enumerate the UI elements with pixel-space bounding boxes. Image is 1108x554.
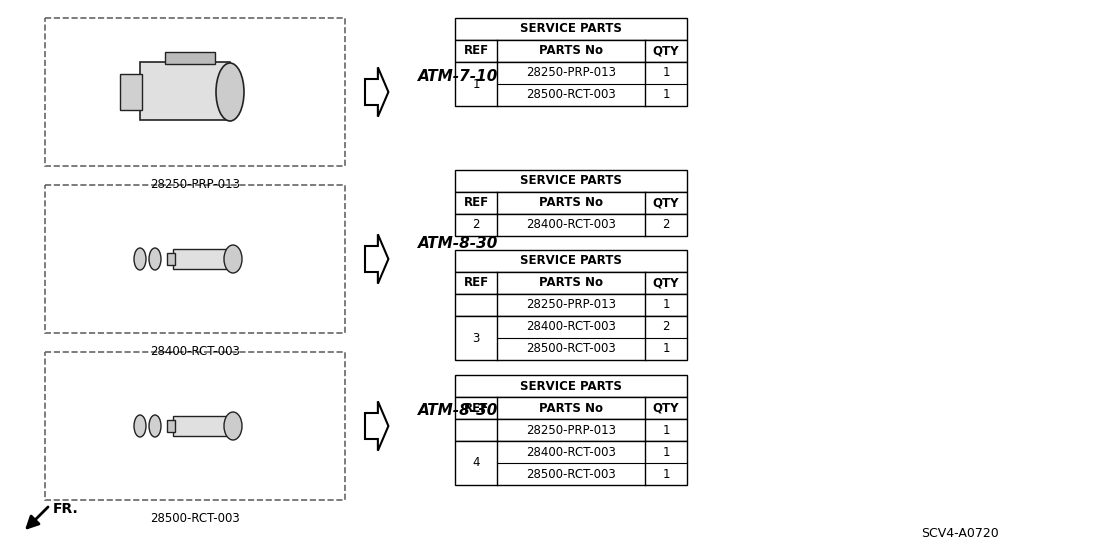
Text: FR.: FR.: [53, 502, 79, 516]
Text: PARTS No: PARTS No: [538, 276, 603, 290]
Text: PARTS No: PARTS No: [538, 197, 603, 209]
Text: REF: REF: [463, 197, 489, 209]
Bar: [455, 40, 687, 62]
Bar: [455, 170, 687, 192]
Text: REF: REF: [463, 44, 489, 58]
Text: QTY: QTY: [653, 276, 679, 290]
Bar: [173, 416, 233, 436]
Bar: [455, 397, 687, 419]
Bar: [455, 192, 687, 214]
Text: ATM-8-30: ATM-8-30: [418, 236, 499, 251]
Text: REF: REF: [463, 276, 489, 290]
Text: 1: 1: [663, 423, 669, 437]
Bar: [455, 214, 687, 236]
Bar: [167, 253, 175, 265]
Text: QTY: QTY: [653, 402, 679, 414]
Text: QTY: QTY: [653, 44, 679, 58]
Text: REF: REF: [463, 402, 489, 414]
Bar: [455, 250, 687, 272]
Text: 2: 2: [663, 218, 669, 232]
Text: 28400-RCT-003: 28400-RCT-003: [526, 445, 616, 459]
Bar: [455, 441, 687, 485]
Bar: [455, 316, 687, 360]
Text: 1: 1: [663, 468, 669, 480]
Bar: [167, 420, 175, 432]
Polygon shape: [365, 401, 389, 451]
Text: 1: 1: [663, 299, 669, 311]
Text: 28250-PRP-013: 28250-PRP-013: [526, 66, 616, 80]
Text: 28500-RCT-003: 28500-RCT-003: [526, 89, 616, 101]
Text: 1: 1: [663, 66, 669, 80]
Bar: [120, 74, 142, 110]
Polygon shape: [365, 234, 389, 284]
Text: 2: 2: [663, 321, 669, 334]
Bar: [455, 419, 687, 441]
Text: 28250-PRP-013: 28250-PRP-013: [150, 178, 240, 191]
Bar: [455, 375, 687, 397]
Text: ATM-8-30: ATM-8-30: [418, 403, 499, 418]
Text: 28400-RCT-003: 28400-RCT-003: [526, 321, 616, 334]
Text: 3: 3: [472, 331, 480, 345]
Text: SERVICE PARTS: SERVICE PARTS: [520, 23, 622, 35]
Polygon shape: [365, 67, 389, 117]
Text: 1: 1: [663, 89, 669, 101]
Bar: [455, 18, 687, 40]
Ellipse shape: [134, 248, 146, 270]
Text: SERVICE PARTS: SERVICE PARTS: [520, 379, 622, 392]
Text: 1: 1: [663, 342, 669, 356]
Text: 4: 4: [472, 456, 480, 469]
Text: PARTS No: PARTS No: [538, 402, 603, 414]
Text: 1: 1: [663, 445, 669, 459]
Text: 28250-PRP-013: 28250-PRP-013: [526, 299, 616, 311]
Bar: [45, 185, 345, 333]
Text: 28500-RCT-003: 28500-RCT-003: [526, 342, 616, 356]
Text: 2: 2: [472, 218, 480, 232]
Text: SERVICE PARTS: SERVICE PARTS: [520, 254, 622, 268]
Ellipse shape: [134, 415, 146, 437]
Ellipse shape: [224, 245, 242, 273]
Bar: [140, 62, 230, 120]
Bar: [455, 294, 687, 316]
Text: 28400-RCT-003: 28400-RCT-003: [526, 218, 616, 232]
Bar: [45, 18, 345, 166]
Text: ATM-7-10: ATM-7-10: [418, 69, 499, 84]
Ellipse shape: [148, 248, 161, 270]
Text: 1: 1: [472, 78, 480, 90]
Text: PARTS No: PARTS No: [538, 44, 603, 58]
Bar: [455, 272, 687, 294]
Text: 28500-RCT-003: 28500-RCT-003: [150, 512, 239, 525]
Bar: [455, 62, 687, 106]
Text: 28400-RCT-003: 28400-RCT-003: [150, 345, 240, 358]
Bar: [45, 352, 345, 500]
Ellipse shape: [216, 63, 244, 121]
Text: 28250-PRP-013: 28250-PRP-013: [526, 423, 616, 437]
Text: SERVICE PARTS: SERVICE PARTS: [520, 175, 622, 187]
Ellipse shape: [148, 415, 161, 437]
Text: QTY: QTY: [653, 197, 679, 209]
Ellipse shape: [224, 412, 242, 440]
Bar: [165, 52, 215, 64]
Bar: [173, 249, 233, 269]
Text: 28500-RCT-003: 28500-RCT-003: [526, 468, 616, 480]
Text: SCV4-A0720: SCV4-A0720: [921, 527, 999, 540]
